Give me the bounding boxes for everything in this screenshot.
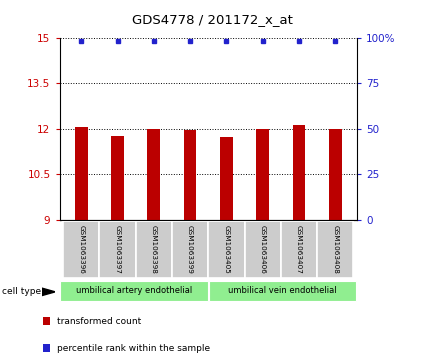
FancyBboxPatch shape [60,281,207,301]
Bar [220,137,233,220]
FancyBboxPatch shape [281,221,317,278]
Text: GSM1063406: GSM1063406 [260,225,266,274]
Bar [292,125,305,220]
Text: GSM1063397: GSM1063397 [115,225,121,274]
FancyBboxPatch shape [208,221,244,278]
Text: transformed count: transformed count [57,317,142,326]
Text: umbilical artery endothelial: umbilical artery endothelial [76,286,192,295]
FancyBboxPatch shape [172,221,208,278]
Bar [256,129,269,220]
Text: GSM1063399: GSM1063399 [187,225,193,274]
Polygon shape [42,288,55,295]
Text: GSM1063405: GSM1063405 [224,225,230,274]
FancyBboxPatch shape [317,221,353,278]
Text: percentile rank within the sample: percentile rank within the sample [57,344,210,353]
FancyBboxPatch shape [99,221,136,278]
Text: GDS4778 / 201172_x_at: GDS4778 / 201172_x_at [132,13,293,26]
Bar [111,136,124,220]
Text: umbilical vein endothelial: umbilical vein endothelial [228,286,337,295]
FancyBboxPatch shape [63,221,99,278]
Bar [184,130,196,220]
Bar [147,129,160,220]
Text: GSM1063398: GSM1063398 [151,225,157,274]
FancyBboxPatch shape [209,281,356,301]
Text: GSM1063396: GSM1063396 [78,225,84,274]
Bar [75,127,88,220]
FancyBboxPatch shape [244,221,281,278]
Bar [329,129,342,220]
Text: cell type: cell type [2,287,41,296]
FancyBboxPatch shape [136,221,172,278]
Text: GSM1063407: GSM1063407 [296,225,302,274]
Text: GSM1063408: GSM1063408 [332,225,338,274]
